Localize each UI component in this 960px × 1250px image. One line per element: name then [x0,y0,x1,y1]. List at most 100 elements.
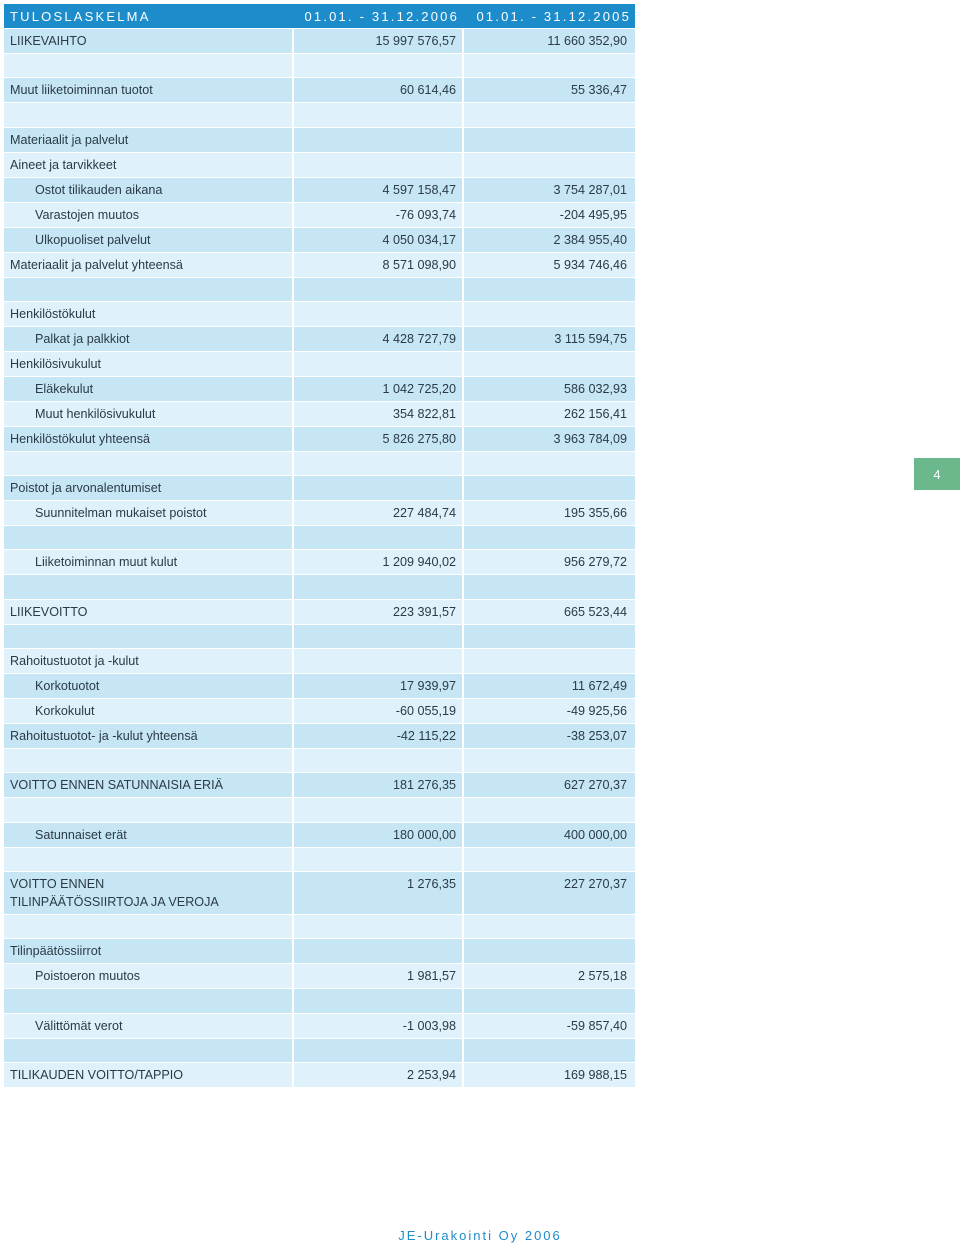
row-label: Henkilöstökulut yhteensä [4,426,294,451]
row-label [4,847,294,871]
row-label: Henkilöstökulut [4,301,294,326]
value-2006 [294,1038,464,1062]
row-label: VOITTO ENNEN SATUNNAISIA ERIÄ [4,773,294,798]
row-label: Ostot tilikauden aikana [4,177,294,202]
value-2006 [294,301,464,326]
value-2005 [464,798,633,821]
row-label: Aineet ja tarvikkeet [4,152,294,177]
value-2006 [294,989,464,1013]
row-label: Henkilösivukulut [4,351,294,376]
value-2006: 1 276,35 [294,871,464,914]
table-row: Rahoitustuotot- ja -kulut yhteensä -42 11… [4,723,635,749]
row-label: Eläkekulut [4,376,294,401]
value-2005 [464,649,633,673]
table-row: Eläkekulut 1 042 725,20 586 032,93 [4,375,635,401]
table-row: LIIKEVOITTO 223 391,57 665 523,44 [4,598,635,624]
page-number-tab: 4 [914,458,960,490]
value-2006 [294,624,464,649]
value-2006 [294,54,464,78]
value-2006: 181 276,35 [294,773,464,798]
value-2006 [294,127,464,152]
value-2006: 2 253,94 [294,1062,464,1087]
value-2005: 227 270,37 [563,876,627,891]
row-label [4,989,294,1013]
value-2006: 4 597 158,47 [294,177,464,202]
value-2005: 665 523,44 [563,604,627,619]
row-label [4,624,294,649]
row-label: Poistoeron muutos [4,964,294,989]
table-row: VOITTO ENNEN TILINPÄÄTÖSSIIRTOJA JA VERO… [4,870,635,914]
table-row: Välittömät verot -1 003,98 -59 857,40 [4,1012,635,1038]
table-row: Suunnitelman mukaiset poistot 227 484,74 1… [4,500,635,526]
value-2005: 5 934 746,46 [553,257,627,272]
value-2005 [464,352,633,376]
row-label [4,277,294,301]
period-2005-header: 01.01. - 31.12.2005 [476,8,631,24]
value-2005: 2 575,18 [577,969,627,984]
row-label: Korkotuotot [4,674,294,699]
value-2006 [294,476,464,501]
value-2006: 15 997 576,57 [294,29,464,53]
row-label: Muut henkilösivukulut [4,401,294,426]
table-row: Ulkopuoliset palvelut 4 050 034,17 2 384 9… [4,226,635,252]
value-2005 [464,128,633,152]
value-2006 [294,649,464,674]
value-2005 [464,526,633,549]
table-row: TILIKAUDEN VOITTO/TAPPIO 2 253,94 169 988,… [4,1061,635,1087]
value-2005: 400 000,00 [563,827,627,842]
value-2006 [294,277,464,301]
value-2006: 17 939,97 [294,674,464,699]
row-label: Poistot ja arvonalentumiset [4,476,294,501]
table-row: Varastojen muutos -76 093,74 -204 495,95 [4,201,635,227]
table-row [4,797,635,822]
value-2006: -42 115,22 [294,724,464,749]
row-label: Suunnitelman mukaiset poistot [4,501,294,526]
value-2005 [464,989,633,1012]
table-row: Palkat ja palkkiot 4 428 727,79 3 115 594,… [4,325,635,351]
value-2006: 223 391,57 [294,599,464,624]
table-body: LIIKEVAIHTO 15 997 576,57 11 660 352,90 Muu… [4,28,635,1087]
value-2006: 227 484,74 [294,501,464,526]
value-2005: 2 384 955,40 [553,232,627,247]
table-row: Tilinpäätössiirrot [4,938,635,964]
value-2006: 180 000,00 [294,822,464,847]
value-2005: 195 355,66 [563,506,627,521]
table-row [4,574,635,599]
row-label [4,451,294,476]
row-label: Tilinpäätössiirrot [4,939,294,964]
row-label: Materiaalit ja palvelut [4,127,294,152]
value-2006 [294,914,464,939]
value-2005 [464,848,633,871]
table-row: Muut henkilösivukulut 354 822,81 262 156,4… [4,400,635,426]
table-row [4,102,635,127]
value-2005 [464,103,633,126]
table-row [4,623,635,649]
row-label: Liiketoiminnan muut kulut [4,550,294,575]
row-label: Ulkopuoliset palvelut [4,227,294,252]
value-2006 [294,749,464,773]
value-2005: 586 032,93 [563,381,627,396]
value-2006: -76 093,74 [294,202,464,227]
row-label: Rahoitustuotot- ja -kulut yhteensä [4,724,294,749]
row-label [4,749,294,773]
value-2006 [294,351,464,376]
row-label: Palkat ja palkkiot [4,326,294,351]
table-row [4,988,635,1013]
table-row [4,1037,635,1062]
row-label: Korkokulut [4,699,294,724]
value-2005: 3 963 784,09 [553,431,627,446]
table-row: Korkokulut -60 055,19 -49 925,56 [4,698,635,724]
row-label [4,526,294,550]
value-2005 [464,915,633,938]
table-header: TULOSLASKELMA 01.01. - 31.12.2006 01.01.… [4,4,635,28]
value-2005 [464,939,633,963]
table-row [4,276,635,301]
value-2005 [464,625,633,648]
table-row: Rahoitustuotot ja -kulut [4,648,635,674]
value-2005 [464,575,633,598]
row-label: Välittömät verot [4,1013,294,1038]
value-2005: 3 754 287,01 [553,182,627,197]
value-2005: 262 156,41 [563,406,627,421]
value-2005 [464,54,633,77]
value-2005 [464,749,633,772]
